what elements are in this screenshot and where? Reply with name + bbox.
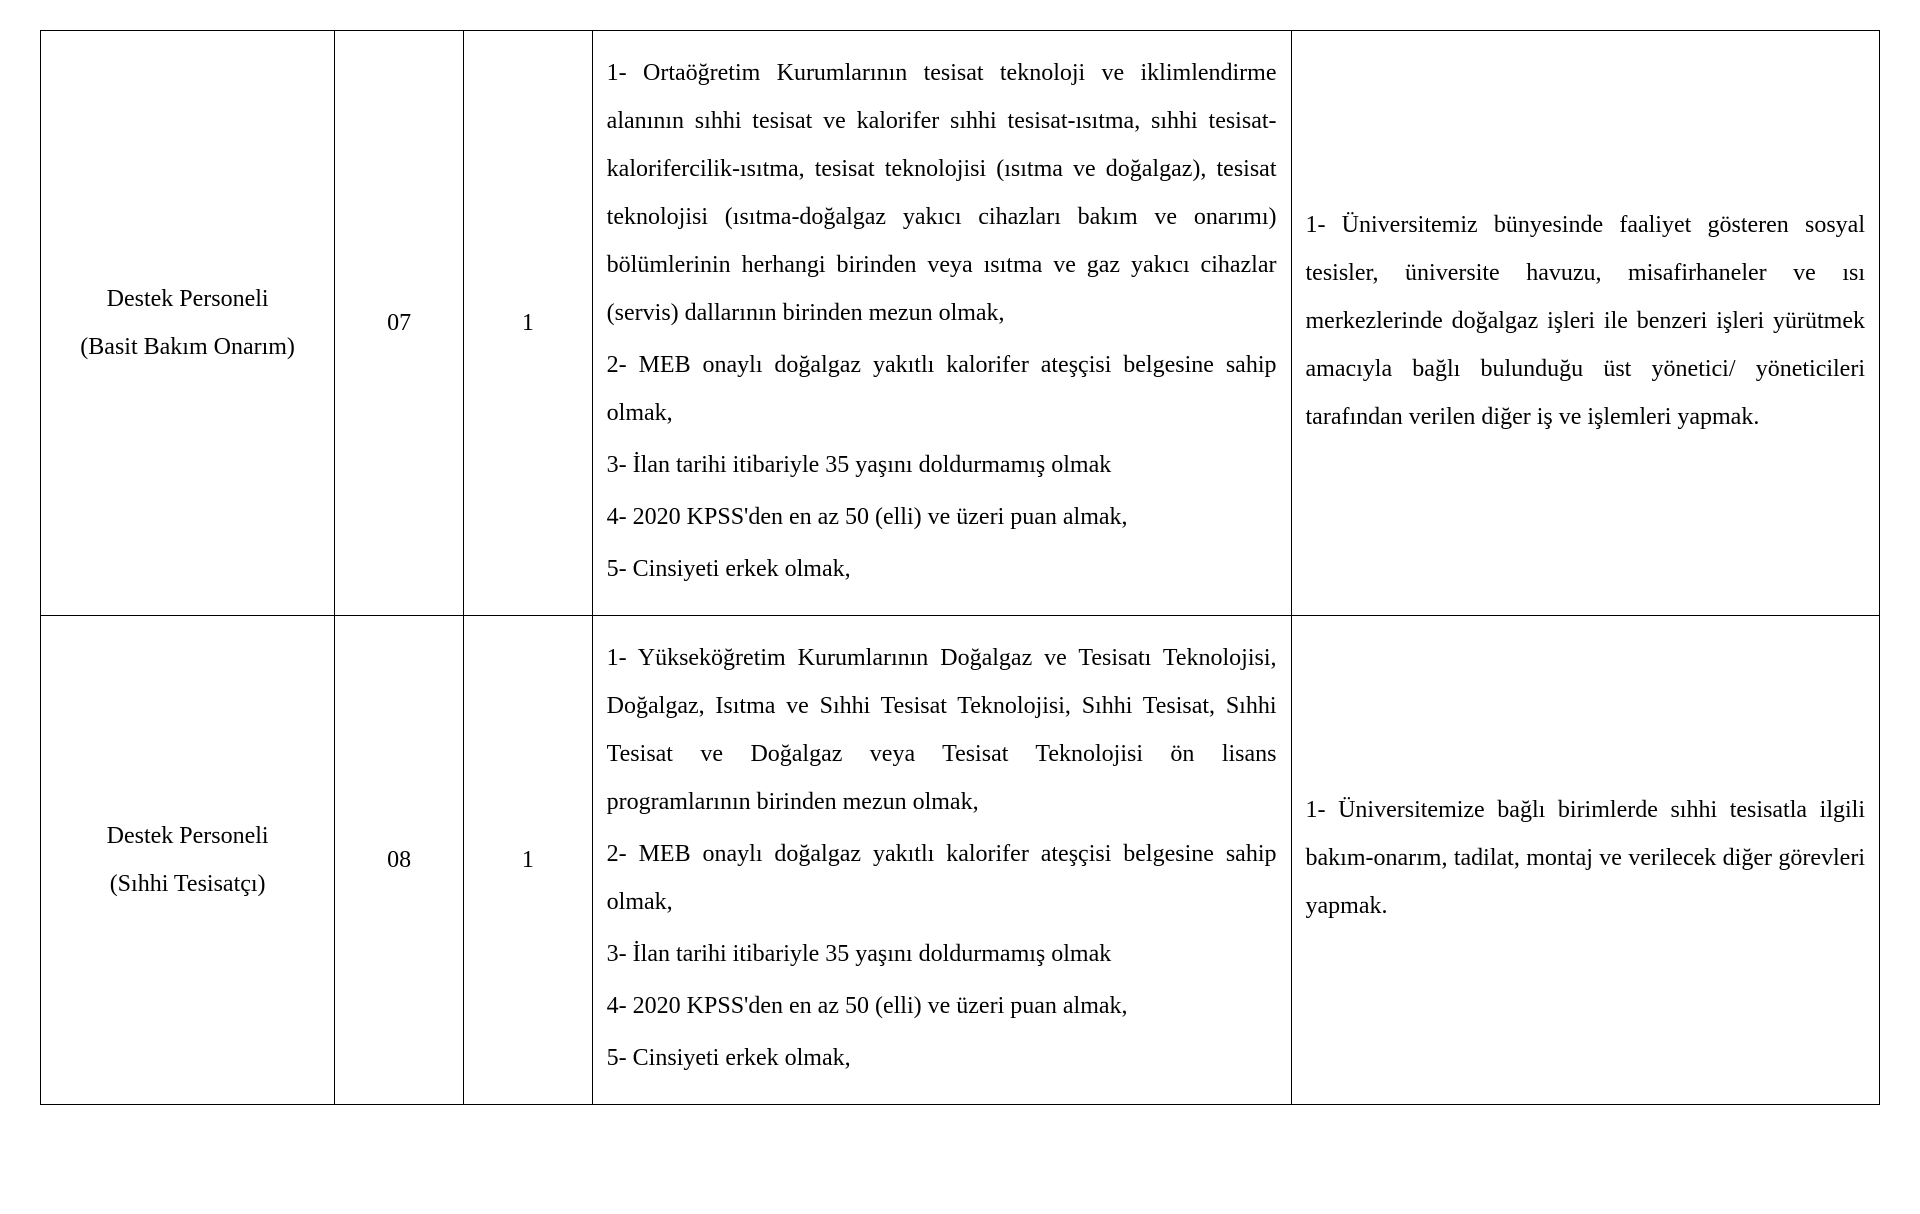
requirements-list: 1- Ortaöğretim Kurumlarının tesisat tekn… <box>607 49 1277 593</box>
cell-requirements: 1- Yükseköğretim Kurumlarının Doğalgaz v… <box>592 616 1291 1105</box>
position-title: Destek Personeli <box>107 823 269 849</box>
cell-duties: 1- Üniversitemize bağlı birimlerde sıhhi… <box>1291 616 1880 1105</box>
requirement-item: 5- Cinsiyeti erkek olmak, <box>607 545 1277 593</box>
cell-code: 07 <box>335 31 464 616</box>
requirement-item: 4- 2020 KPSS'den en az 50 (elli) ve üzer… <box>607 982 1277 1030</box>
cell-position: Destek Personeli (Basit Bakım Onarım) <box>41 31 335 616</box>
cell-code: 08 <box>335 616 464 1105</box>
requirement-item: 5- Cinsiyeti erkek olmak, <box>607 1034 1277 1082</box>
cell-duties: 1- Üniversitemiz bünyesinde faaliyet gös… <box>1291 31 1880 616</box>
requirement-item: 3- İlan tarihi itibariyle 35 yaşını dold… <box>607 441 1277 489</box>
requirements-list: 1- Yükseköğretim Kurumlarının Doğalgaz v… <box>607 634 1277 1082</box>
table-row: Destek Personeli (Basit Bakım Onarım) 07… <box>41 31 1880 616</box>
cell-count: 1 <box>463 616 592 1105</box>
requirement-item: 2- MEB onaylı doğalgaz yakıtlı kalorifer… <box>607 830 1277 926</box>
cell-position: Destek Personeli (Sıhhi Tesisatçı) <box>41 616 335 1105</box>
requirement-item: 1- Yükseköğretim Kurumlarının Doğalgaz v… <box>607 634 1277 826</box>
table-row: Destek Personeli (Sıhhi Tesisatçı) 08 1 … <box>41 616 1880 1105</box>
requirement-item: 2- MEB onaylı doğalgaz yakıtlı kalorifer… <box>607 341 1277 437</box>
position-title: Destek Personeli <box>107 286 269 312</box>
position-subtitle: (Sıhhi Tesisatçı) <box>110 871 266 897</box>
personnel-table-body: Destek Personeli (Basit Bakım Onarım) 07… <box>41 31 1880 1105</box>
duty-item: 1- Üniversitemize bağlı birimlerde sıhhi… <box>1306 786 1866 930</box>
requirement-item: 1- Ortaöğretim Kurumlarının tesisat tekn… <box>607 49 1277 337</box>
duties-list: 1- Üniversitemiz bünyesinde faaliyet gös… <box>1306 201 1866 441</box>
position-subtitle: (Basit Bakım Onarım) <box>80 334 295 360</box>
cell-count: 1 <box>463 31 592 616</box>
duties-list: 1- Üniversitemize bağlı birimlerde sıhhi… <box>1306 786 1866 930</box>
requirement-item: 3- İlan tarihi itibariyle 35 yaşını dold… <box>607 930 1277 978</box>
duty-item: 1- Üniversitemiz bünyesinde faaliyet gös… <box>1306 201 1866 441</box>
requirement-item: 4- 2020 KPSS'den en az 50 (elli) ve üzer… <box>607 493 1277 541</box>
personnel-table: Destek Personeli (Basit Bakım Onarım) 07… <box>40 30 1880 1105</box>
cell-requirements: 1- Ortaöğretim Kurumlarının tesisat tekn… <box>592 31 1291 616</box>
